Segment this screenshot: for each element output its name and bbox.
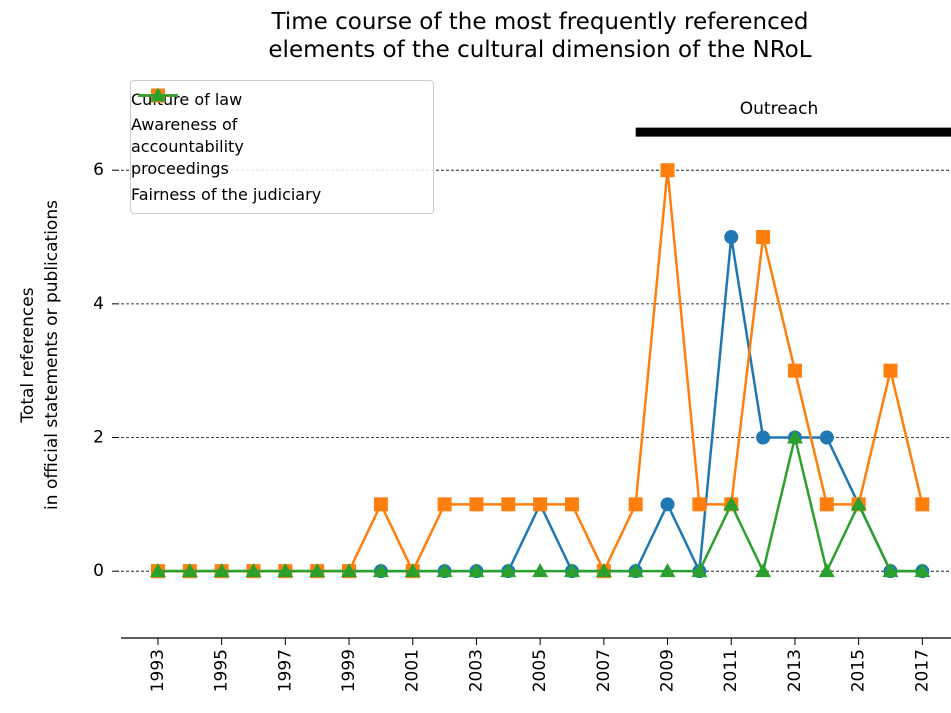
- data-point: [883, 363, 898, 378]
- data-point: [659, 563, 676, 578]
- x-tick-label: 2017: [912, 649, 932, 692]
- data-point: [213, 563, 230, 578]
- data-point: [277, 563, 294, 578]
- data-point: [786, 429, 803, 444]
- data-point: [149, 563, 166, 578]
- data-point: [437, 497, 452, 512]
- annotation-label: Outreach: [740, 99, 818, 119]
- y-tick-label: 4: [93, 294, 104, 314]
- data-point: [755, 563, 772, 578]
- data-point: [915, 497, 930, 512]
- y-tick-label: 0: [93, 561, 104, 581]
- data-point: [309, 563, 326, 578]
- data-point: [469, 497, 484, 512]
- x-tick-label: 1999: [339, 649, 359, 692]
- data-point: [756, 430, 771, 445]
- data-point: [372, 563, 389, 578]
- data-point: [627, 563, 644, 578]
- data-point: [724, 230, 739, 245]
- legend-swatch: [138, 87, 178, 102]
- data-point: [850, 496, 867, 511]
- data-point: [692, 497, 707, 512]
- y-tick-label: 6: [93, 160, 104, 180]
- data-point: [245, 563, 262, 578]
- data-point: [756, 230, 771, 245]
- data-point: [595, 563, 612, 578]
- data-point: [882, 563, 899, 578]
- x-tick-label: 1997: [275, 649, 295, 692]
- data-point: [914, 563, 931, 578]
- data-point: [181, 563, 198, 578]
- x-tick-label: 1995: [212, 649, 232, 692]
- x-tick-label: 2007: [594, 649, 614, 692]
- legend-label: Awareness of accountability proceedings: [131, 115, 244, 178]
- x-tick-label: 1993: [148, 649, 168, 692]
- data-point: [819, 430, 834, 445]
- data-point: [691, 563, 708, 578]
- data-point: [373, 497, 388, 512]
- x-tick-label: 2015: [849, 649, 869, 692]
- data-point: [723, 496, 740, 511]
- chart-title: Time course of the most frequently refer…: [268, 9, 811, 63]
- y-axis-label: Total references in official statements o…: [18, 200, 62, 510]
- legend-marker: [150, 87, 166, 102]
- data-point: [532, 563, 549, 578]
- data-point: [563, 563, 580, 578]
- data-point: [533, 497, 548, 512]
- data-point: [818, 563, 835, 578]
- data-point: [660, 163, 675, 178]
- data-point: [787, 363, 802, 378]
- data-point: [660, 497, 675, 512]
- legend: Culture of law Awareness of accountabilit…: [130, 80, 434, 214]
- legend-item: Awareness of accountability proceedings: [131, 88, 433, 180]
- y-tick-label: 2: [93, 428, 104, 448]
- legend-label: Fairness of the judiciary: [131, 184, 322, 204]
- x-tick-label: 2013: [785, 649, 805, 692]
- data-point: [564, 497, 579, 512]
- data-point: [501, 497, 516, 512]
- data-point: [468, 563, 485, 578]
- data-point: [628, 497, 643, 512]
- x-tick-label: 2003: [466, 649, 486, 692]
- x-tick-label: 2009: [658, 649, 678, 692]
- x-tick-label: 2005: [530, 649, 550, 692]
- data-point: [500, 563, 517, 578]
- data-point: [404, 563, 421, 578]
- legend-item: Fairness of the judiciary: [131, 87, 433, 209]
- data-point: [819, 497, 834, 512]
- data-point: [341, 563, 358, 578]
- series-line: [157, 236, 923, 576]
- x-tick-label: 2001: [403, 649, 423, 692]
- data-point: [436, 563, 453, 578]
- x-tick-label: 2011: [721, 649, 741, 692]
